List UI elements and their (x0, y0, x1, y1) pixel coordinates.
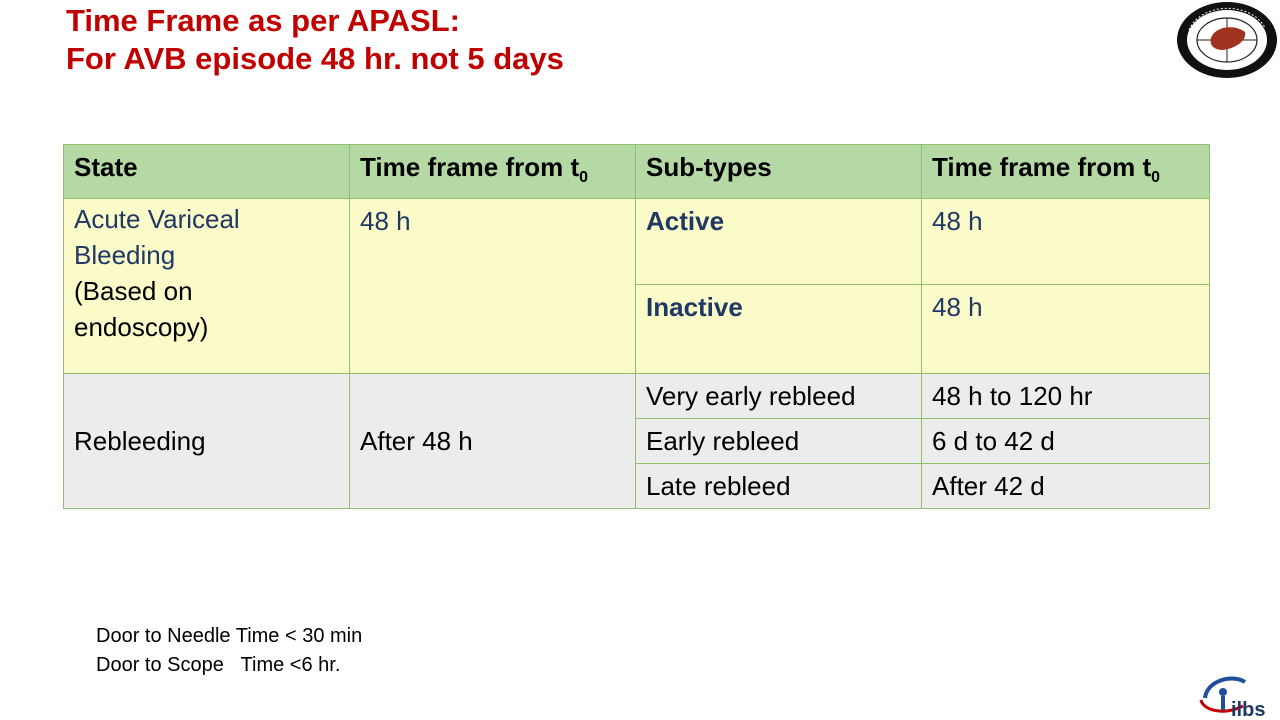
subtype-inactive-time: 48 h (921, 284, 1210, 375)
subtype-very-early-time: 48 h to 120 hr (921, 373, 1210, 420)
table-row: Inactive 48 h (63, 284, 1210, 375)
svg-text:ilbs: ilbs (1231, 699, 1265, 720)
header-time-frame: Time frame from t0 (349, 143, 636, 200)
subtype-early-time: 6 d to 42 d (921, 418, 1210, 465)
avb-time: 48 h (349, 198, 636, 375)
note-door-to-scope: Door to Scope Time <6 hr. (96, 654, 341, 676)
footnotes: Door to Needle Time < 30 min Door to Sco… (96, 622, 362, 680)
avb-note-1: (Based on (74, 276, 193, 307)
table-row: Acute Variceal Bleeding (Based on endosc… (63, 198, 1210, 375)
subtype-active-time: 48 h (921, 198, 1210, 286)
title-line-2: For AVB episode 48 hr. not 5 days (66, 41, 564, 76)
header-subtypes: Sub-types (635, 143, 922, 200)
subtype-late-time: After 42 d (921, 463, 1210, 510)
table-header-row: State Time frame from t0 Sub-types Time … (63, 143, 1210, 200)
subtype-very-early: Very early rebleed (635, 373, 922, 420)
subtype-early: Early rebleed (635, 418, 922, 465)
subtype-active: Active (635, 198, 922, 286)
table-row: Rebleeding After 48 h Very early rebleed… (63, 373, 1210, 510)
state-rebleeding: Rebleeding (63, 373, 350, 510)
subtype-inactive: Inactive (635, 284, 922, 375)
avb-note-2: endoscopy) (74, 312, 209, 343)
subtype-late: Late rebleed (635, 463, 922, 510)
avb-label-2: Bleeding (74, 240, 176, 271)
ilbs-logo-icon: ilbs (1199, 676, 1265, 720)
rebleeding-time: After 48 h (349, 373, 636, 510)
header-time-frame-2: Time frame from t0 (921, 143, 1210, 200)
title-line-1: Time Frame as per APASL: (66, 3, 460, 38)
state-avb: Acute Variceal Bleeding (Based on endosc… (63, 198, 350, 375)
time-frame-table: State Time frame from t0 Sub-types Time … (63, 143, 1210, 510)
header-state: State (63, 143, 350, 200)
avb-label-1: Acute Variceal (74, 204, 240, 235)
slide-title: Time Frame as per APASL: For AVB episode… (66, 2, 564, 78)
apasl-logo-icon (1177, 2, 1277, 78)
note-door-to-needle: Door to Needle Time < 30 min (96, 625, 363, 647)
